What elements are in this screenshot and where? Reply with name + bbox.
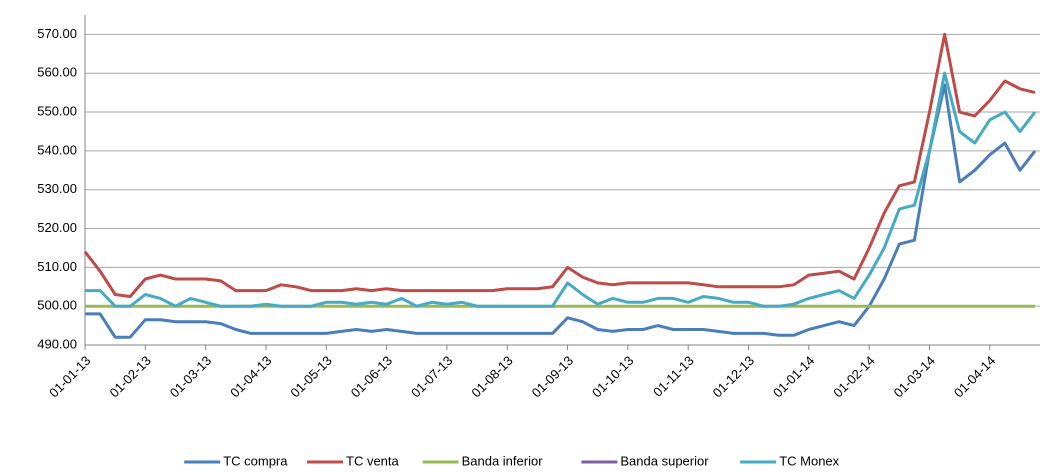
legend-label: Banda superior [620,453,709,468]
y-tick-label: 570.00 [37,26,77,41]
x-tick-label: 01-04-13 [227,353,274,400]
x-tick-label: 01-06-13 [348,353,395,400]
series-line [85,83,1037,339]
y-tick-label: 540.00 [37,142,77,157]
y-tick-label: 490.00 [37,336,77,351]
x-tick-label: 01-01-13 [46,353,93,400]
x-tick-label: 01-02-13 [106,353,153,400]
x-tick-label: 01-12-13 [710,353,757,400]
y-tick-label: 500.00 [37,298,77,313]
y-tick-label: 510.00 [37,259,77,274]
x-tick-label: 01-03-13 [167,353,214,400]
y-tick-label: 530.00 [37,181,77,196]
x-tick-label: 01-05-13 [287,353,334,400]
series-line [85,71,1037,308]
legend-label: Banda inferior [462,453,544,468]
y-tick-label: 560.00 [37,65,77,80]
x-tick-label: 01-11-13 [650,353,697,400]
legend-label: TC Monex [779,453,839,468]
series-line [83,32,1036,298]
y-tick-label: 550.00 [37,103,77,118]
x-tick-label: 01-04-14 [951,353,998,400]
x-tick-label: 01-07-13 [408,353,455,400]
x-tick-label: 01-02-14 [830,353,877,400]
legend-label: TC venta [346,453,400,468]
y-tick-label: 520.00 [37,220,77,235]
x-tick-label: 01-10-13 [589,353,636,400]
legend-label: TC compra [223,453,288,468]
x-tick-label: 01-03-14 [891,353,938,400]
x-tick-label: 01-09-13 [529,353,576,400]
x-tick-label: 01-01-14 [770,353,817,400]
x-tick-label: 01-08-13 [468,353,515,400]
